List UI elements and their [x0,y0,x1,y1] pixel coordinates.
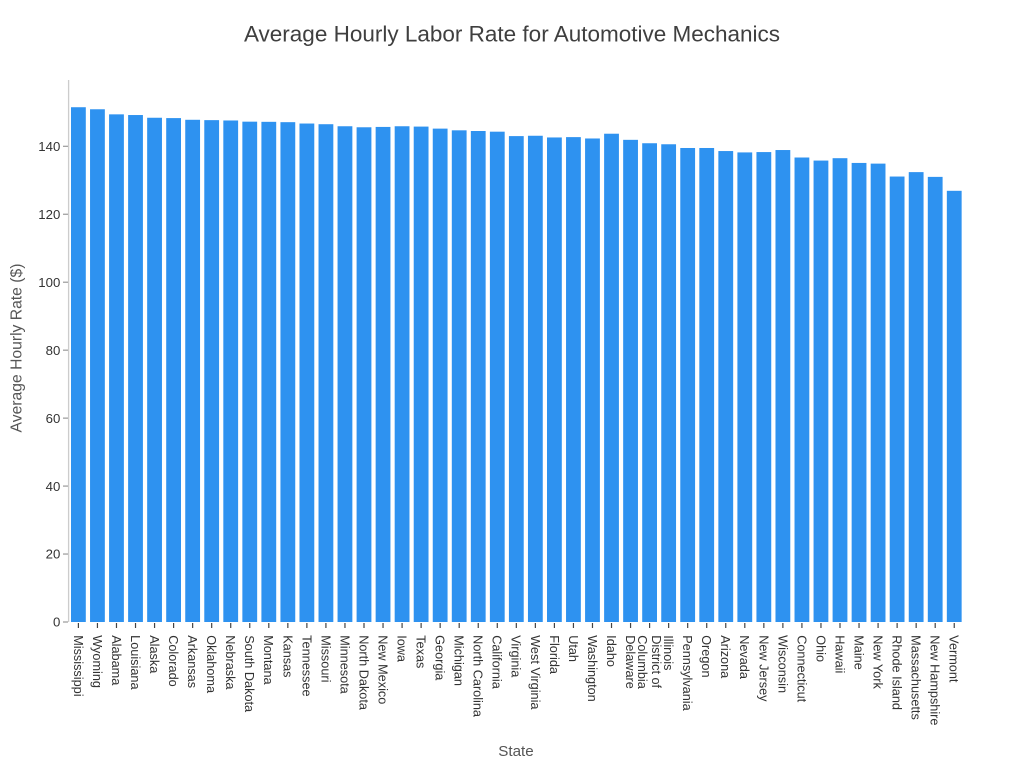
svg-text:Columbia: Columbia [635,635,649,690]
svg-text:Virginia: Virginia [509,635,523,678]
svg-text:West Virginia: West Virginia [528,635,542,710]
svg-text:Delaware: Delaware [623,635,637,689]
svg-text:Mississippi: Mississippi [71,635,85,696]
svg-text:Missouri: Missouri [318,635,332,682]
svg-text:New Mexico: New Mexico [375,635,389,704]
svg-text:80: 80 [46,343,61,358]
svg-text:Vermont: Vermont [947,635,961,683]
svg-text:Washington: Washington [585,635,599,702]
svg-text:Utah: Utah [566,635,580,662]
svg-text:Pennsylvania: Pennsylvania [680,635,694,711]
svg-text:Maine: Maine [851,635,865,670]
svg-text:New Hampshire: New Hampshire [928,635,942,725]
svg-text:Ohio: Ohio [813,635,827,662]
svg-text:Arkansas: Arkansas [185,635,199,688]
svg-text:Wisconsin: Wisconsin [775,635,789,693]
svg-text:Average Hourly Labor Rate for: Average Hourly Labor Rate for Automotive… [244,22,780,47]
svg-text:60: 60 [46,411,61,426]
svg-text:100: 100 [38,275,60,290]
svg-text:Idaho: Idaho [604,635,618,667]
svg-text:Iowa: Iowa [394,635,408,663]
svg-text:Colorado: Colorado [166,635,180,687]
svg-text:Wyoming: Wyoming [90,635,104,688]
svg-text:Georgia: Georgia [433,635,447,681]
svg-text:Massachusetts: Massachusetts [909,635,923,720]
svg-text:Nevada: Nevada [737,635,751,680]
svg-text:Average Hourly Rate ($): Average Hourly Rate ($) [9,264,26,433]
svg-text:Illinois: Illinois [661,635,675,670]
svg-text:Texas: Texas [414,635,428,668]
svg-text:Oklahoma: Oklahoma [204,635,218,694]
svg-text:Rhode Island: Rhode Island [890,635,904,710]
svg-text:North Carolina: North Carolina [471,635,485,718]
svg-text:Nebraska: Nebraska [223,635,237,690]
svg-text:Alaska: Alaska [147,635,161,674]
svg-text:120: 120 [38,207,60,222]
svg-text:0: 0 [53,615,60,630]
svg-text:Oregon: Oregon [699,635,713,677]
svg-text:Hawaii: Hawaii [832,635,846,673]
svg-text:20: 20 [46,547,61,562]
svg-text:Minnesota: Minnesota [337,635,351,694]
svg-text:New York: New York [870,635,884,689]
svg-text:Michigan: Michigan [452,635,466,686]
svg-text:140: 140 [38,139,60,154]
svg-text:California: California [490,635,504,690]
svg-text:North Dakota: North Dakota [356,635,370,711]
svg-text:New Jersey: New Jersey [756,635,770,702]
svg-text:State: State [498,743,533,760]
svg-text:Louisiana: Louisiana [128,635,142,690]
svg-text:Alabama: Alabama [109,635,123,686]
svg-text:District of: District of [649,635,663,688]
svg-text:Montana: Montana [261,635,275,685]
svg-text:South Dakota: South Dakota [242,635,256,713]
svg-text:Tennessee: Tennessee [299,635,313,696]
svg-text:Kansas: Kansas [280,635,294,677]
svg-text:Connecticut: Connecticut [794,635,808,702]
svg-text:Florida: Florida [547,635,561,675]
svg-text:40: 40 [46,479,61,494]
svg-text:Arizona: Arizona [718,635,732,679]
